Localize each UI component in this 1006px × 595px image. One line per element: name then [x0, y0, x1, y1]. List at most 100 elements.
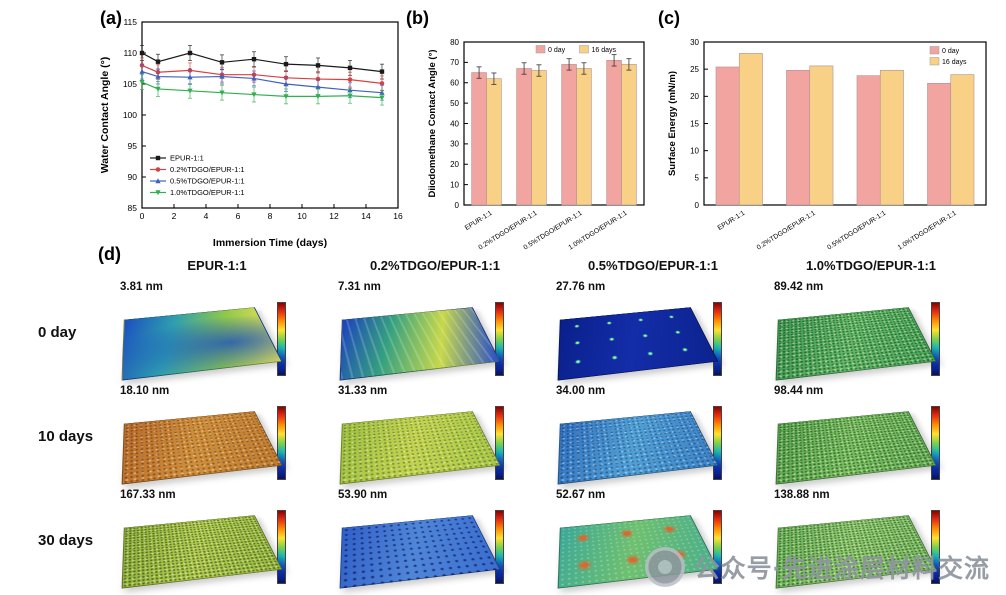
y-tick-label: 60 [450, 79, 459, 88]
category-label: 0.2%TDGO/EPUR-1:1 [756, 210, 817, 252]
x-axis-label: Immersion Time (days) [213, 237, 327, 249]
bar [516, 68, 532, 206]
marker [187, 74, 193, 80]
bar [621, 64, 637, 206]
y-tick-label: 105 [123, 79, 137, 89]
bar [471, 72, 487, 206]
x-tick-label: 4 [204, 211, 209, 221]
roughness-value: 89.42 nm [774, 281, 824, 293]
bar [486, 78, 502, 206]
afm-image-cell: 27.76 nm [544, 280, 762, 384]
legend-label: 0 day [942, 48, 960, 55]
afm-surface-image [121, 307, 283, 381]
y-tick-label: 40 [450, 119, 459, 128]
y-tick-label: 95 [128, 141, 138, 151]
afm-surface-image [339, 411, 501, 485]
marker [251, 57, 257, 62]
roughness-value: 27.76 nm [556, 281, 606, 293]
roughness-value: 7.31 nm [338, 281, 381, 293]
bar [606, 60, 622, 206]
afm-grid-corner [30, 250, 108, 280]
height-colorbar [713, 510, 722, 584]
marker [347, 77, 353, 82]
marker [347, 93, 353, 99]
y-axis-label: Water Contact Angle (°) [99, 57, 111, 174]
legend-label: 16 days [942, 59, 967, 66]
bar [786, 69, 811, 206]
afm-surface-image [775, 307, 937, 381]
afm-row-label: 0 day [38, 323, 77, 341]
afm-image-cell: 3.81 nm [108, 280, 326, 384]
category-label: EPUR-1:1 [464, 210, 494, 232]
watermark-text: 公众号·先进涂层材料交流 [694, 555, 990, 583]
marker [155, 155, 161, 161]
y-tick-label: 0 [455, 201, 460, 210]
panel-b-label: (b) [406, 8, 429, 28]
marker [219, 90, 225, 96]
category-label: 0.5%TDGO/EPUR-1:1 [826, 210, 887, 252]
marker [219, 73, 225, 79]
marker [155, 178, 161, 184]
x-tick-label: 16 [393, 211, 403, 221]
legend-label: 0 day [548, 47, 566, 54]
afm-surface-image [121, 515, 283, 589]
marker [139, 68, 145, 74]
x-tick-label: 10 [297, 211, 307, 221]
marker [155, 59, 161, 64]
marker [283, 81, 289, 87]
y-tick-label: 115 [123, 17, 137, 27]
height-colorbar [931, 510, 940, 584]
roughness-value: 31.33 nm [338, 385, 388, 397]
y-tick-label: 100 [123, 110, 137, 120]
marker [379, 81, 385, 86]
afm-surface-image [557, 307, 719, 381]
bar [561, 64, 577, 206]
bar [927, 82, 952, 206]
marker [219, 60, 225, 65]
marker [283, 61, 289, 67]
category-label: EPUR-1:1 [717, 210, 747, 232]
roughness-value: 3.81 nm [120, 281, 163, 293]
afm-image-cell: 52.67 nm [544, 488, 762, 592]
y-axis-label: Diiodomethane Contact Angle (°) [427, 49, 438, 197]
marker [187, 50, 193, 56]
height-colorbar [495, 406, 504, 480]
diiodomethane-contact-angle-chart: 0 10 20 30 40 50 60 70 80 Diiodomethane Contact A… [427, 38, 645, 252]
roughness-value: 53.90 nm [338, 489, 388, 501]
marker [251, 75, 257, 81]
afm-image-cell: 89.42 nm [762, 280, 980, 384]
panel-a-label: (a) [100, 8, 122, 28]
roughness-value: 138.88 nm [774, 489, 830, 501]
height-colorbar [277, 302, 286, 376]
legend-label: 0.5%TDGO/EPUR-1:1 [170, 177, 245, 186]
height-colorbar [713, 406, 722, 480]
marker [315, 76, 321, 82]
height-colorbar [495, 510, 504, 584]
legend-label: 0.2%TDGO/EPUR-1:1 [170, 165, 245, 174]
marker [283, 94, 289, 100]
afm-surface-image [775, 411, 937, 485]
x-tick-label: 14 [361, 211, 371, 221]
legend-label: EPUR-1:1 [170, 154, 204, 163]
afm-image-cell: 18.10 nm [108, 384, 326, 488]
marker [251, 92, 257, 98]
y-tick-label: 5 [695, 174, 700, 183]
bar [879, 69, 904, 206]
afm-grid: EPUR-1:1 0.2%TDGO/EPUR-1:1 0.5%TDGO/EPUR… [30, 250, 980, 592]
x-tick-label: 12 [329, 211, 339, 221]
roughness-value: 52.67 nm [556, 489, 606, 501]
afm-column-header: 0.5%TDGO/EPUR-1:1 [587, 257, 719, 273]
height-colorbar [713, 302, 722, 376]
afm-column-header: 1.0%TDGO/EPUR-1:1 [805, 257, 937, 273]
afm-image-cell: 167.33 nm [108, 488, 326, 592]
marker [155, 86, 161, 92]
roughness-value: 34.00 nm [556, 385, 606, 397]
afm-row-label: 10 days [38, 427, 94, 445]
camera-shutter-logo-icon [644, 547, 685, 587]
y-tick-label: 30 [450, 140, 459, 149]
marker [155, 190, 161, 196]
marker [315, 63, 321, 68]
afm-image-cell: 138.88 nm [762, 488, 980, 592]
marker [187, 88, 193, 94]
bar [809, 65, 834, 206]
